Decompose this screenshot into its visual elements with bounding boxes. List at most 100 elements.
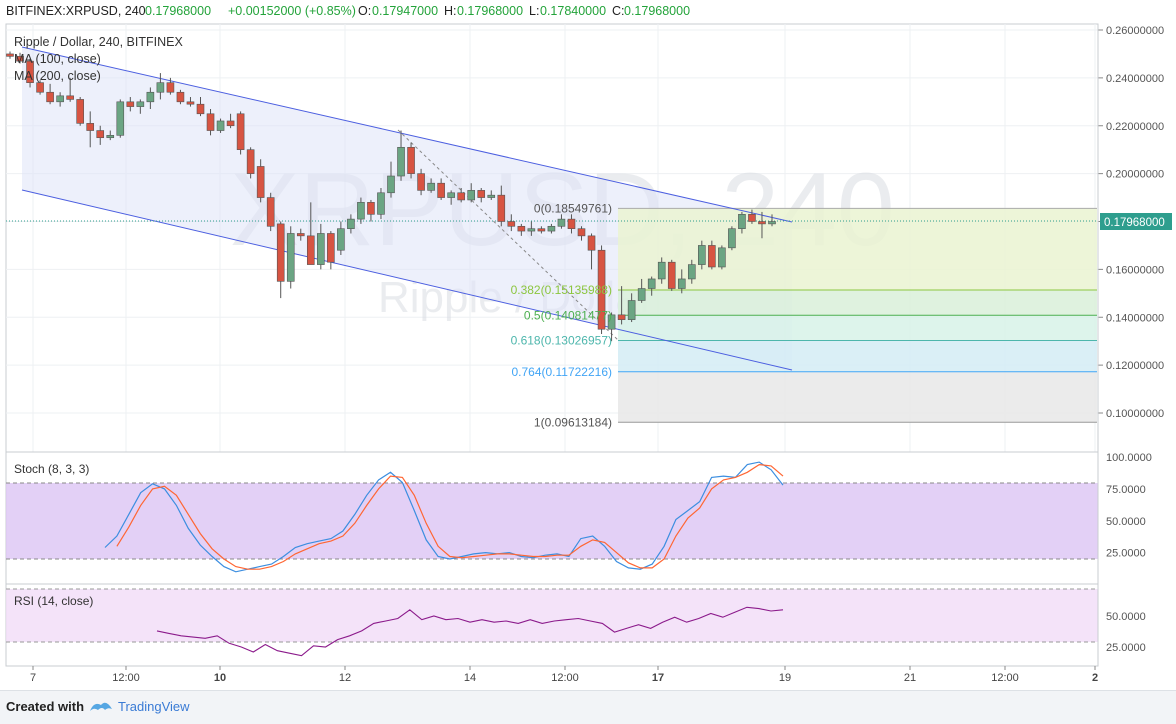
candle-up [317, 233, 325, 265]
candle-down [587, 235, 596, 251]
stoch-tick-label: 100.0000 [1106, 452, 1152, 464]
time-tick-label: 12:00 [112, 672, 140, 684]
price-badge-text: 0.17968000 [1104, 217, 1165, 229]
candle-down [6, 53, 14, 57]
candle-down [517, 225, 526, 232]
candle-down [296, 233, 305, 237]
low-label: L: [529, 4, 540, 18]
candle-down [457, 192, 465, 201]
candle-down [86, 123, 95, 131]
candle-up [607, 314, 616, 330]
fib-level-label: 1(0.09613184) [534, 415, 612, 429]
candle-down [246, 149, 255, 174]
last-price: 0.17968000 [145, 4, 212, 18]
candle-down [266, 197, 275, 227]
candle-up [547, 225, 556, 232]
fib-level-label: 0(0.18549761) [534, 201, 612, 215]
time-axis[interactable]: 7 12:00 10 12 14 12:00 17 19 21 12:00 2 [30, 666, 1098, 684]
price-tick-label: 0.26000000 [1106, 25, 1164, 37]
candle-up [146, 91, 155, 103]
fib-zone [618, 371, 1097, 423]
stoch-d-line [116, 463, 784, 570]
stoch-band [6, 483, 1098, 559]
candle-down [206, 113, 215, 131]
candle-up [738, 214, 746, 229]
candle-up [467, 190, 476, 201]
tradingview-link[interactable]: TradingView [118, 699, 190, 714]
legend-ma200: MA (200, close) [14, 69, 101, 83]
fib-level-label: 0.764(0.11722216) [511, 365, 612, 379]
candle-up [156, 82, 165, 93]
candle-down [507, 221, 516, 227]
candle-up [557, 218, 566, 227]
candle-up [357, 202, 365, 220]
symbol-label: BITFINEX:XRPUSD, 240 [6, 4, 146, 18]
candle-down [176, 91, 185, 103]
stoch-panel[interactable]: Stoch (8, 3, 3) [5, 451, 1099, 585]
stoch-tick-label: 50.0000 [1106, 516, 1146, 528]
rsi-tick-label: 50.0000 [1106, 611, 1146, 623]
stoch-tick-label: 25.0000 [1106, 548, 1146, 560]
channel-upper-line [21, 46, 793, 223]
candle-down [667, 261, 676, 289]
candle-down [597, 249, 606, 330]
candle-up [637, 288, 646, 301]
candle-up [698, 245, 706, 265]
candle-up [377, 192, 385, 215]
fib-level-label: 0.618(0.13026957) [511, 334, 612, 348]
candle-down [196, 103, 205, 115]
channel-lower-line [21, 189, 793, 371]
candle-down [567, 218, 576, 229]
candle-down [66, 95, 74, 100]
time-tick-label: 21 [904, 672, 916, 684]
fib-zone [618, 208, 1097, 291]
time-tick-label: 17 [652, 672, 664, 684]
candle-up [136, 101, 145, 107]
rsi-title: RSI (14, close) [14, 594, 93, 608]
time-tick-label: 7 [30, 672, 36, 684]
price-tick-label: 0.12000000 [1106, 360, 1164, 372]
symbol-header: BITFINEX:XRPUSD, 240 0.17968000 +0.00152… [0, 0, 1176, 22]
candle-up [116, 101, 125, 136]
fibonacci-labels: 0(0.18549761) 0.382(0.15135988) 0.5(0.1408… [511, 201, 612, 429]
candle-down [186, 101, 195, 105]
stoch-title: Stoch (8, 3, 3) [14, 462, 89, 476]
candle-down [26, 60, 34, 83]
candle-down [708, 245, 716, 268]
time-tick-label: 10 [214, 672, 226, 684]
high-label: H: [444, 4, 457, 18]
time-tick-label: 12:00 [551, 672, 579, 684]
fib-level-label: 0.5(0.14081477) [524, 308, 612, 322]
fib-zone [618, 290, 1097, 316]
candle-up [657, 261, 666, 280]
candle-down [617, 314, 626, 320]
close-value: 0.17968000 [624, 4, 691, 18]
rsi-panel[interactable]: RSI (14, close) [5, 583, 1099, 667]
open-value: 0.17947000 [372, 4, 439, 18]
candle-up [387, 175, 395, 194]
low-value: 0.17840000 [540, 4, 607, 18]
close-label: C: [612, 4, 625, 18]
candle-up [337, 228, 345, 251]
fib-level-label: 0.382(0.15135988) [511, 283, 612, 297]
price-tick-label: 0.20000000 [1106, 169, 1164, 181]
candle-up [216, 120, 225, 131]
time-tick-label: 14 [464, 672, 476, 684]
price-tick-label: 0.22000000 [1106, 121, 1164, 133]
candle-up [768, 221, 776, 225]
legend-ma100: MA (100, close) [14, 52, 101, 66]
candle-down [417, 173, 425, 191]
candle-down [327, 233, 335, 263]
candle-down [256, 166, 265, 198]
time-tick-label: 12:00 [991, 672, 1019, 684]
fib-zone [618, 340, 1097, 372]
candle-up [527, 228, 536, 232]
candle-down [748, 214, 756, 222]
stoch-k-line [104, 461, 784, 573]
main-panel[interactable]: XRPUSD, 240 Ripple / Dollar 0(0.18549761… [5, 23, 1099, 666]
candle-down [16, 56, 24, 62]
candle-up [487, 194, 496, 198]
tradingview-logo-icon[interactable] [88, 697, 114, 717]
candle-up [347, 218, 355, 229]
